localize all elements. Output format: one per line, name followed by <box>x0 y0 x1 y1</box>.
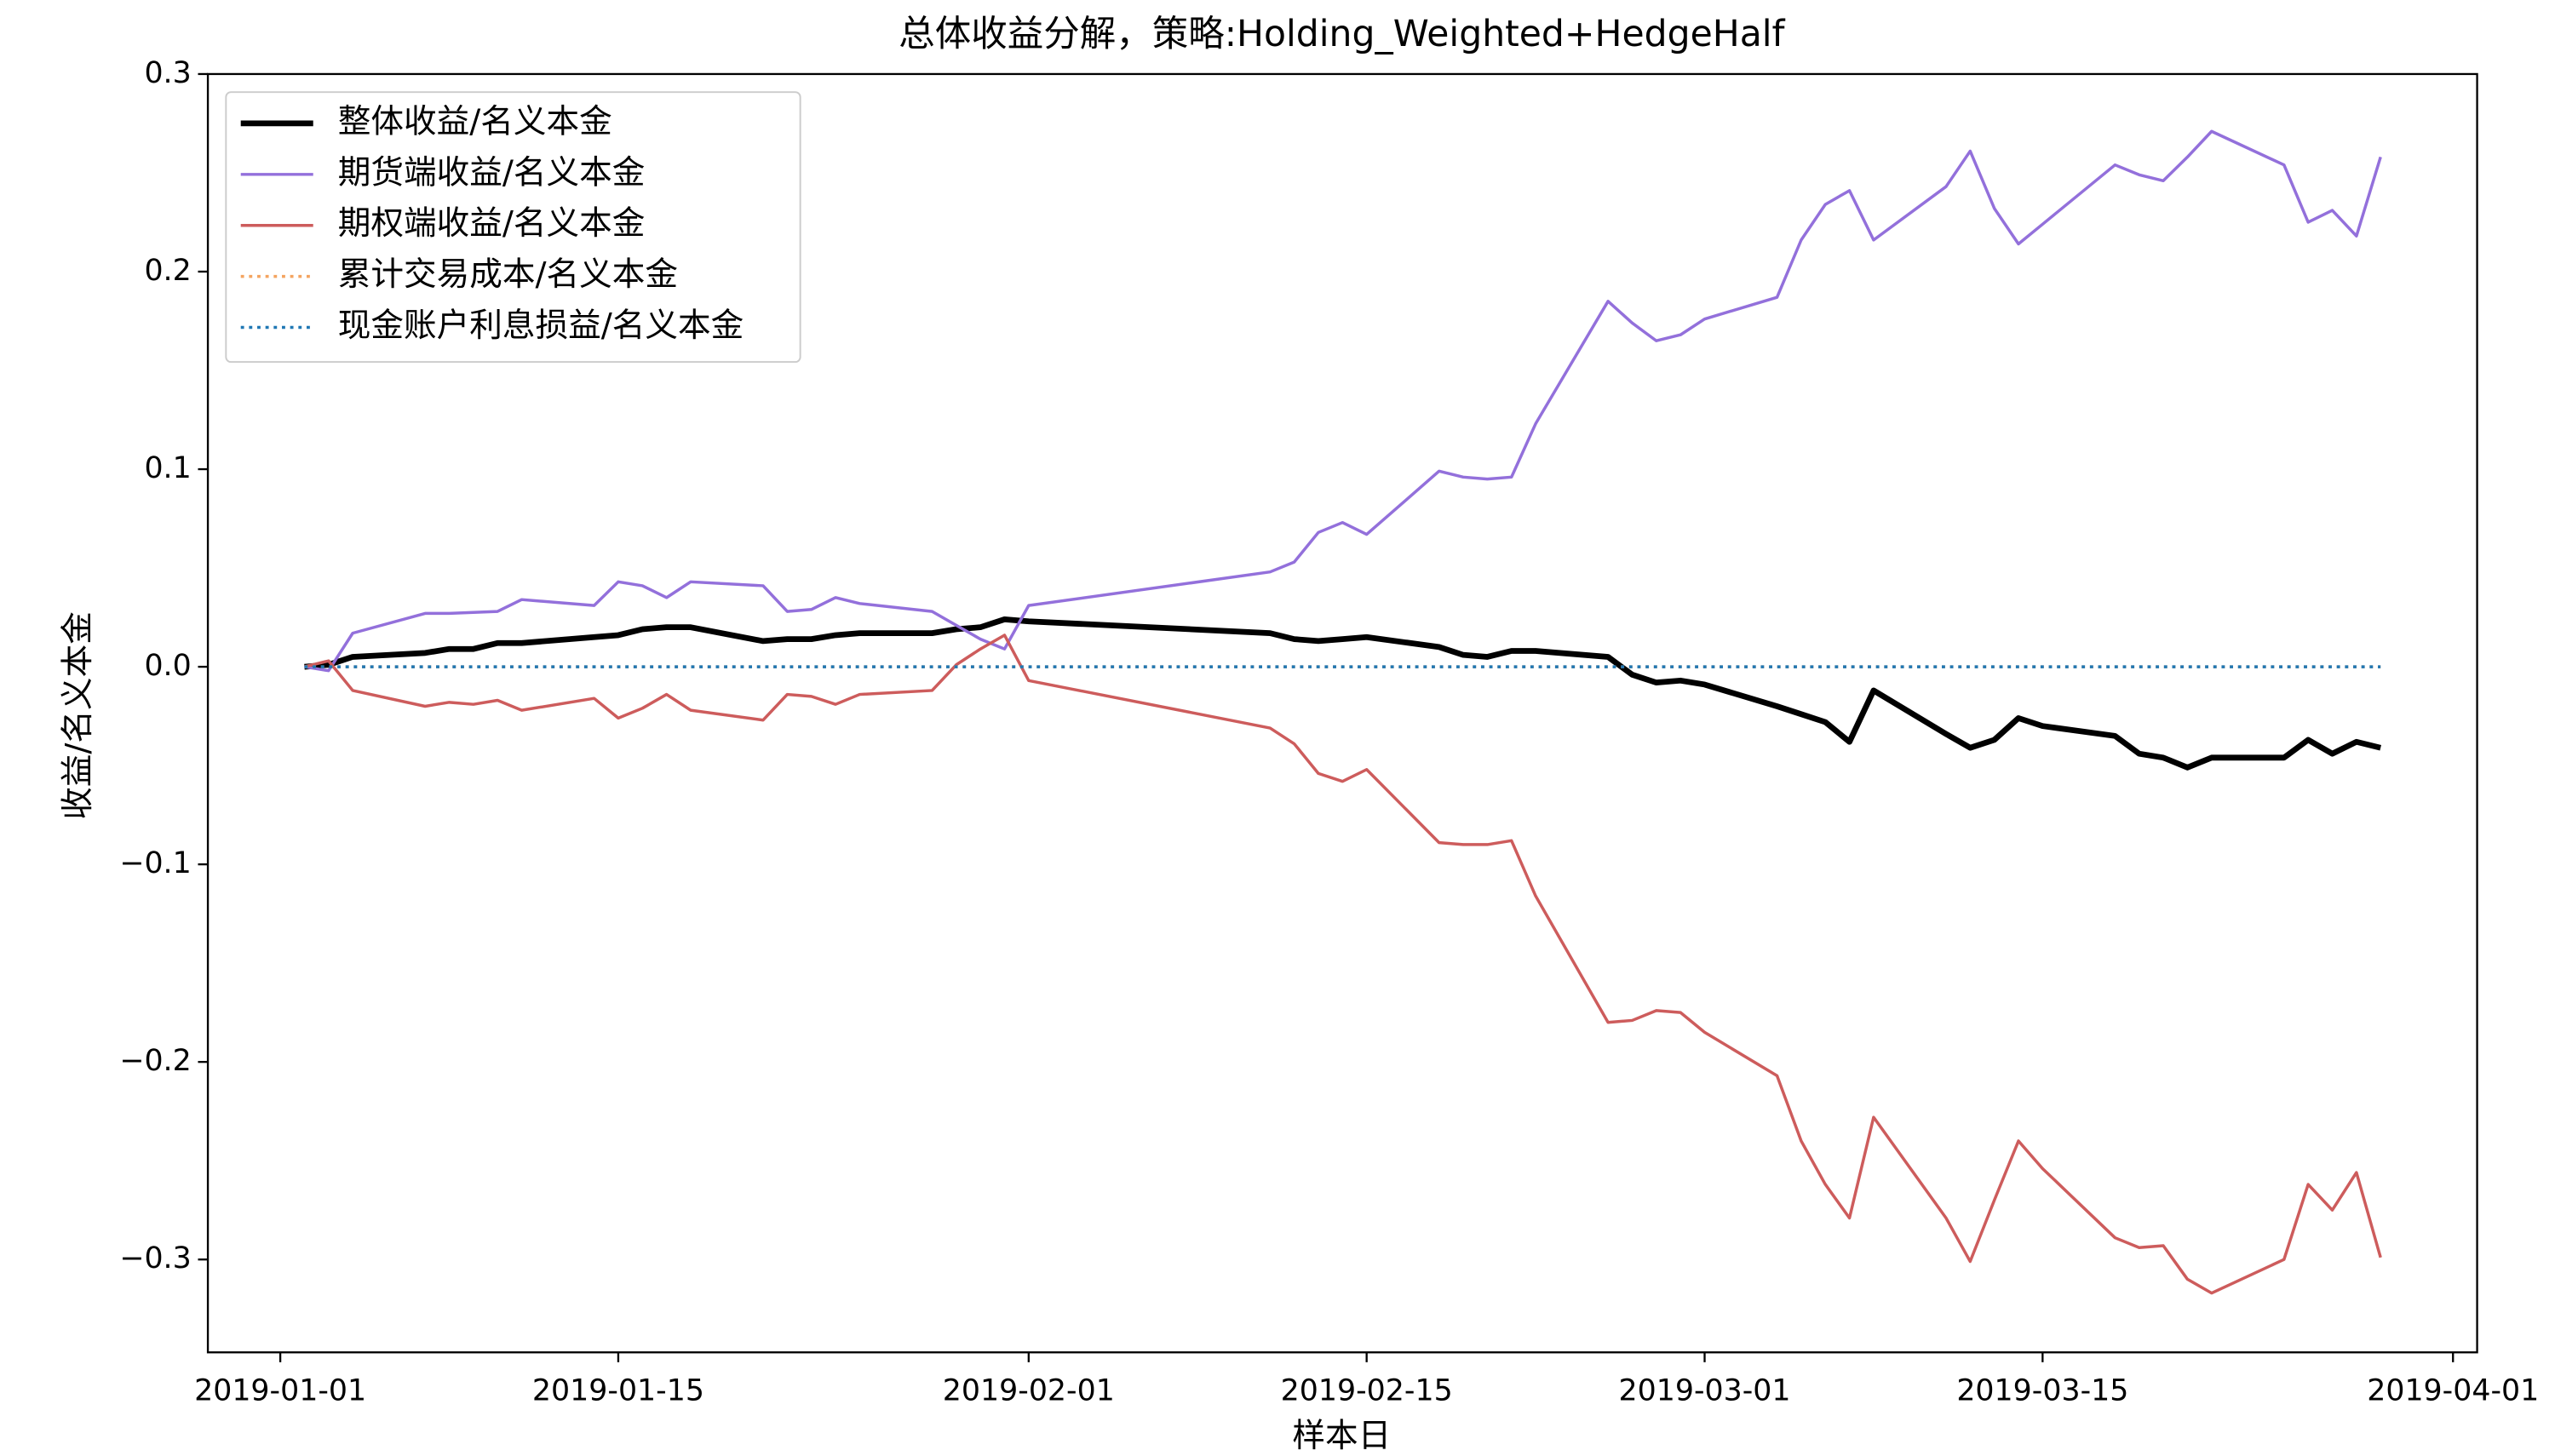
legend-box <box>225 91 801 364</box>
legend-label: 整体收益/名义本金 <box>338 102 612 140</box>
x-tick-label: 2019-03-01 <box>1618 1374 1790 1408</box>
y-axis-label: 收益/名义本金 <box>59 611 97 820</box>
series-line <box>304 633 2382 1295</box>
y-tick-label: −0.1 <box>119 846 191 880</box>
series-line <box>304 129 2382 673</box>
legend-label: 现金账户利息损益/名义本金 <box>338 307 744 345</box>
legend-label: 累计交易成本/名义本金 <box>338 255 678 294</box>
x-tick-label: 2019-03-15 <box>1956 1374 2128 1408</box>
plot-frame <box>206 72 2478 1354</box>
y-tick-label: 0.3 <box>144 56 191 90</box>
y-tick-label: 0.2 <box>144 254 191 288</box>
y-tick-label: 0.0 <box>144 649 191 683</box>
y-tick-label: −0.2 <box>119 1044 191 1078</box>
y-tick-label: 0.1 <box>144 451 191 485</box>
x-tick-label: 2019-02-01 <box>943 1374 1115 1408</box>
x-tick-label: 2019-01-01 <box>194 1374 366 1408</box>
legend: 整体收益/名义本金期货端收益/名义本金期权端收益/名义本金累计交易成本/名义本金… <box>225 91 801 364</box>
chart-title: 总体收益分解，策略:Holding_Weighted+HedgeHalf <box>899 14 1785 55</box>
x-tick-label: 2019-02-15 <box>1281 1374 1453 1408</box>
legend-label: 期权端收益/名义本金 <box>338 204 646 243</box>
x-tick-label: 2019-04-01 <box>2367 1374 2539 1408</box>
y-tick-label: −0.3 <box>119 1241 191 1275</box>
legend-label: 期货端收益/名义本金 <box>338 153 646 192</box>
series-line <box>304 616 2382 771</box>
x-axis-label: 样本日 <box>1292 1417 1391 1455</box>
x-tick-label: 2019-01-15 <box>532 1374 704 1408</box>
